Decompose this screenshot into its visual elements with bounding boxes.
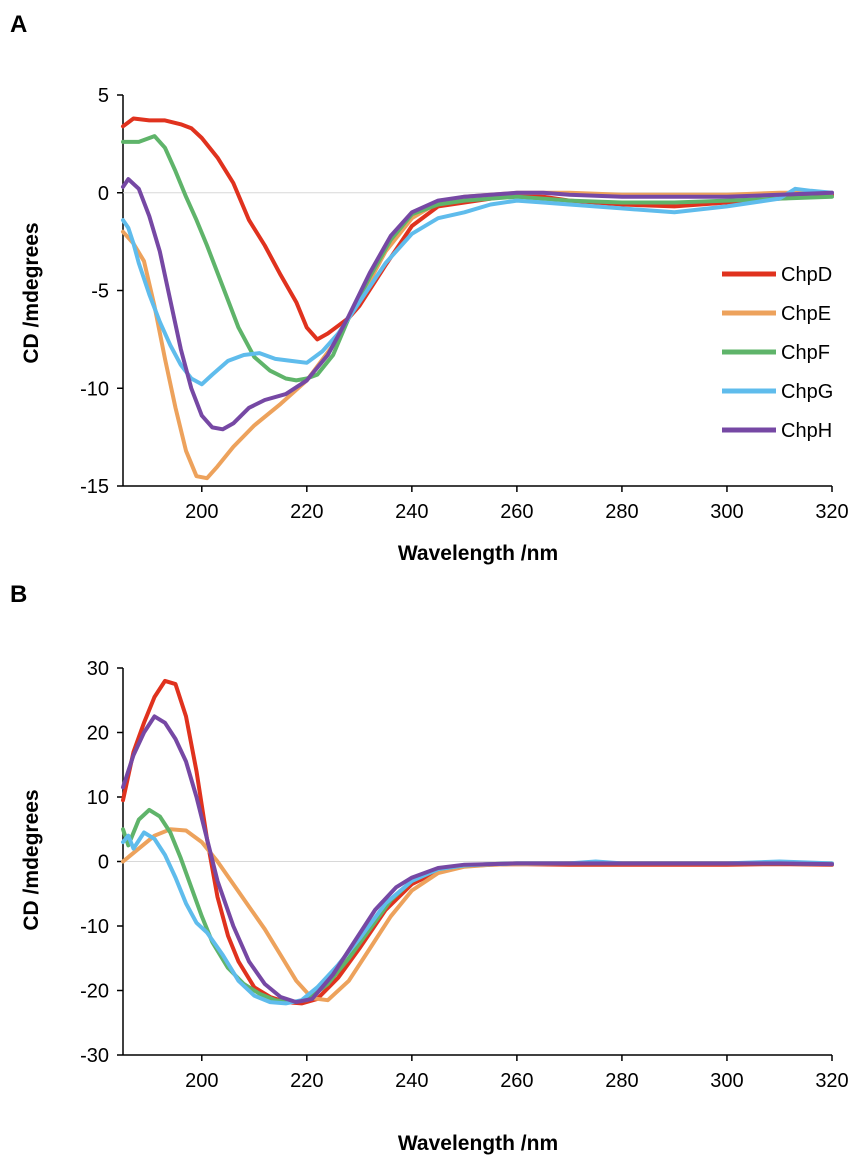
series-line-chph-b: [121, 714, 834, 1005]
x-tick-label: 260: [500, 1070, 533, 1092]
series-line-chpd-b: [121, 678, 834, 1006]
x-axis-title-a: Wavelength /nm: [398, 542, 558, 565]
y-tick-label: 0: [98, 183, 109, 205]
series-group-b: [121, 678, 834, 1006]
x-tick-label: 300: [710, 501, 743, 523]
x-ticks-b: 200 220 240 260 280 300 320: [185, 1055, 849, 1092]
x-tick-label: 300: [710, 1070, 743, 1092]
x-tick-label: 240: [395, 1070, 428, 1092]
y-tick-label: -20: [80, 981, 109, 1003]
x-tick-label: 260: [500, 501, 533, 523]
chart-panel-a: A CD /mdegrees Wavelength /nm -15 -10 -5 0 5…: [10, 11, 849, 565]
y-tick-label: -5: [91, 281, 109, 303]
x-ticks-a: 200 220 240 260 280 300 320: [185, 486, 849, 523]
y-tick-label: -30: [80, 1045, 109, 1067]
x-tick-label: 220: [290, 1070, 323, 1092]
y-axis-title-a: CD /mdegrees: [20, 222, 43, 363]
series-line-chpf-b: [121, 807, 834, 1005]
y-tick-label: 30: [87, 658, 109, 680]
y-ticks-b: -30 -20 -10 0 10 20 30: [80, 658, 123, 1067]
x-tick-label: 220: [290, 501, 323, 523]
series-line-chpf-a: [121, 134, 834, 383]
x-tick-label: 200: [185, 501, 218, 523]
panel-label-b: B: [10, 581, 27, 608]
x-tick-label: 280: [605, 501, 638, 523]
panel-label-a: A: [10, 11, 27, 38]
x-axis-title-b: Wavelength /nm: [398, 1132, 558, 1155]
chart-panel-b: B CD /mdegrees Wavelength /nm -30 -20 -10 0…: [10, 581, 849, 1155]
y-tick-label: 0: [98, 852, 109, 874]
series-line-chpg-a: [121, 186, 834, 387]
legend: ChpD ChpE ChpF ChpG ChpH: [722, 264, 833, 442]
y-tick-label: -10: [80, 916, 109, 938]
series-group-a: [121, 116, 834, 481]
x-tick-label: 320: [815, 501, 848, 523]
legend-label-chpg: ChpG: [781, 381, 833, 403]
x-tick-label: 280: [605, 1070, 638, 1092]
legend-label-chph: ChpH: [781, 420, 832, 442]
series-line-chph-a: [121, 177, 834, 432]
y-axis-title-b: CD /mdegrees: [20, 789, 43, 930]
y-tick-label: -10: [80, 378, 109, 400]
legend-label-chpf: ChpF: [781, 342, 830, 364]
series-line-chpe-a: [121, 190, 834, 481]
x-tick-label: 240: [395, 501, 428, 523]
x-tick-label: 320: [815, 1070, 848, 1092]
y-ticks-a: -15 -10 -5 0 5: [80, 85, 123, 498]
legend-label-chpd: ChpD: [781, 264, 832, 286]
y-tick-label: 20: [87, 723, 109, 745]
y-tick-label: 5: [98, 85, 109, 107]
y-tick-label: -15: [80, 476, 109, 498]
x-tick-label: 200: [185, 1070, 218, 1092]
y-tick-label: 10: [87, 787, 109, 809]
legend-label-chpe: ChpE: [781, 303, 831, 325]
